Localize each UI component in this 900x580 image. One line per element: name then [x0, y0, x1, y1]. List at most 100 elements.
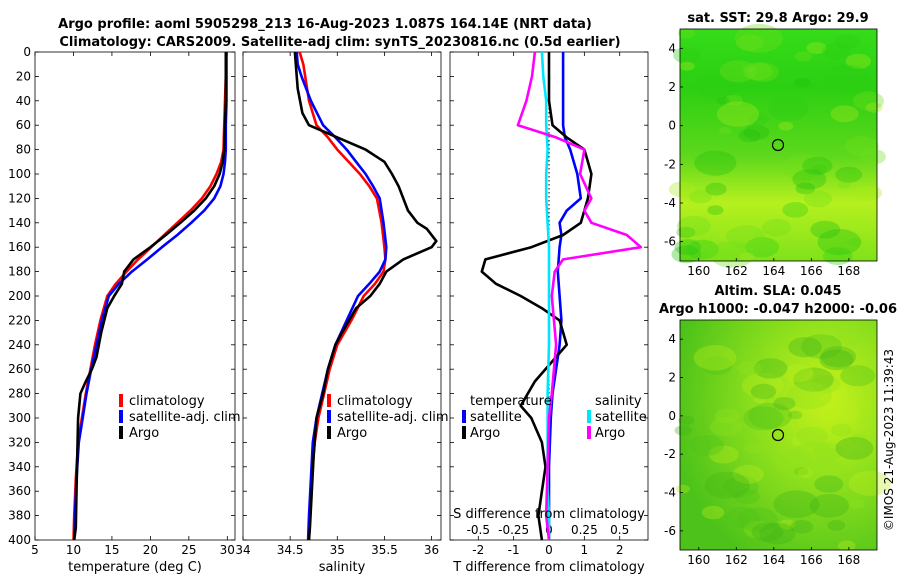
map-texture-blob	[792, 169, 827, 190]
sla-map-axes	[679, 319, 878, 551]
map-texture-blob	[768, 97, 809, 122]
legend-satellite-swatch	[119, 410, 123, 423]
sst-argo-location-marker	[771, 138, 785, 152]
map-texture-blob	[726, 225, 765, 249]
sst-map-title: sat. SST: 29.8 Argo: 29.9	[687, 11, 868, 26]
map-x-tick-label: 166	[800, 553, 823, 567]
map-texture-blob	[837, 540, 856, 552]
map-texture-blob	[753, 358, 788, 379]
x-tick-label: 34.5	[277, 543, 304, 557]
map-texture-blob	[741, 372, 784, 399]
map-texture-blob	[797, 468, 814, 478]
legend-s-satellite: satellite	[595, 410, 647, 425]
legend-argo-swatch	[119, 426, 123, 439]
legend-salinity-title: salinity	[595, 394, 642, 409]
map-texture-blob	[745, 237, 780, 258]
map-y-tick-label: -2	[664, 157, 676, 171]
x-tick-label: -2	[472, 543, 484, 557]
map-texture-blob	[718, 126, 732, 135]
map-texture-blob	[668, 181, 696, 198]
map-texture-blob	[830, 105, 859, 123]
map-x-tick-label: 166	[800, 264, 823, 278]
map-texture-blob	[746, 62, 779, 82]
y-tick-label: 360	[8, 484, 31, 498]
y-tick-label: 400	[8, 533, 31, 547]
map-texture-blob	[795, 426, 829, 446]
series-line-argo	[72, 52, 228, 541]
map-texture-blob	[689, 189, 712, 204]
map-y-tick-label: 2	[668, 371, 676, 385]
legend-satellite-clim: satellite-adj. clim	[129, 410, 241, 425]
legend-t-satellite-swatch	[462, 410, 466, 423]
y-tick-label: 80	[16, 143, 31, 157]
y-tick-label: 0	[23, 45, 31, 59]
map-texture-blob	[759, 522, 796, 545]
map-texture-blob	[676, 215, 711, 237]
legend-climatology-swatch	[327, 394, 331, 407]
map-texture-blob	[788, 410, 803, 420]
map-texture-blob	[848, 470, 891, 496]
y-tick-label: 180	[8, 265, 31, 279]
map-texture-blob	[803, 190, 833, 208]
salinity-legend: climatology satellite-adj. clim Argo	[327, 394, 449, 441]
map-texture-blob	[811, 375, 841, 393]
map-texture-blob	[673, 46, 701, 64]
map-texture-blob	[822, 42, 851, 60]
map-texture-blob	[835, 166, 863, 183]
map-texture-blob	[739, 252, 755, 262]
y-tick-label: 340	[8, 460, 31, 474]
map-y-tick-label: 4	[668, 41, 676, 55]
y-tick-label: 200	[8, 289, 31, 303]
map-texture-blob	[736, 360, 762, 376]
y-tick-label: 140	[8, 216, 31, 230]
map-texture-blob	[811, 398, 860, 427]
map-texture-blob	[737, 507, 778, 532]
map-x-tick-label: 168	[837, 264, 860, 278]
map-texture-blob	[795, 182, 816, 195]
map-texture-blob	[725, 506, 760, 528]
sla-map-title-1: Altim. SLA: 0.045	[715, 284, 842, 299]
map-texture-blob	[786, 382, 833, 410]
map-texture-blob	[783, 364, 814, 383]
map-texture-blob	[743, 442, 763, 454]
map-texture-blob	[794, 467, 809, 476]
map-texture-blob	[724, 94, 743, 106]
salinity-panel: 34 34.5 35 35.5 36 salinity climatology sate…	[235, 51, 449, 575]
x-tick-label: 15	[104, 543, 119, 557]
y-tick-label: 120	[8, 191, 31, 205]
map-texture-blob	[860, 148, 886, 165]
x-tick-label: 2	[616, 543, 624, 557]
map-texture-blob	[827, 520, 846, 531]
map-x-tick-label: 164	[762, 553, 785, 567]
series-line-climatology	[72, 52, 228, 541]
map-texture-blob	[743, 406, 784, 431]
difference-panel: -2 -1 0 1 2-0.5 -0.25 0 0.25 0.5 T difference fr…	[449, 51, 649, 575]
map-texture-blob	[753, 396, 766, 404]
legend-climatology: climatology	[129, 394, 205, 409]
sla-map-panel: Altim. SLA: 0.045 Argo h1000: -0.047 h20…	[659, 284, 897, 567]
map-texture-blob	[802, 156, 833, 175]
legend-satellite-swatch	[327, 410, 331, 423]
map-texture-blob	[694, 150, 737, 176]
s-tick-label: -0.5	[467, 523, 490, 537]
map-texture-blob	[686, 239, 719, 260]
sla-argo-location-marker	[771, 428, 785, 442]
map-texture-blob	[849, 498, 866, 509]
map-texture-blob	[761, 218, 792, 237]
series-line-satellite-adj-clim	[72, 52, 228, 541]
map-texture-blob	[847, 238, 863, 247]
map-x-tick-label: 162	[725, 264, 748, 278]
map-texture-blob	[817, 229, 862, 256]
temperature-lines	[72, 52, 228, 541]
map-x-tick-label: 160	[687, 553, 710, 567]
map-texture-blob	[791, 437, 807, 447]
map-x-tick-label: 168	[837, 553, 860, 567]
map-texture-blob	[679, 61, 695, 71]
x-tick-label: 10	[66, 543, 81, 557]
map-y-tick-label: -4	[664, 196, 676, 210]
map-texture-blob	[812, 164, 828, 174]
map-texture-blob	[794, 77, 811, 88]
map-texture-blob	[782, 202, 809, 218]
map-texture-blob	[714, 408, 740, 424]
